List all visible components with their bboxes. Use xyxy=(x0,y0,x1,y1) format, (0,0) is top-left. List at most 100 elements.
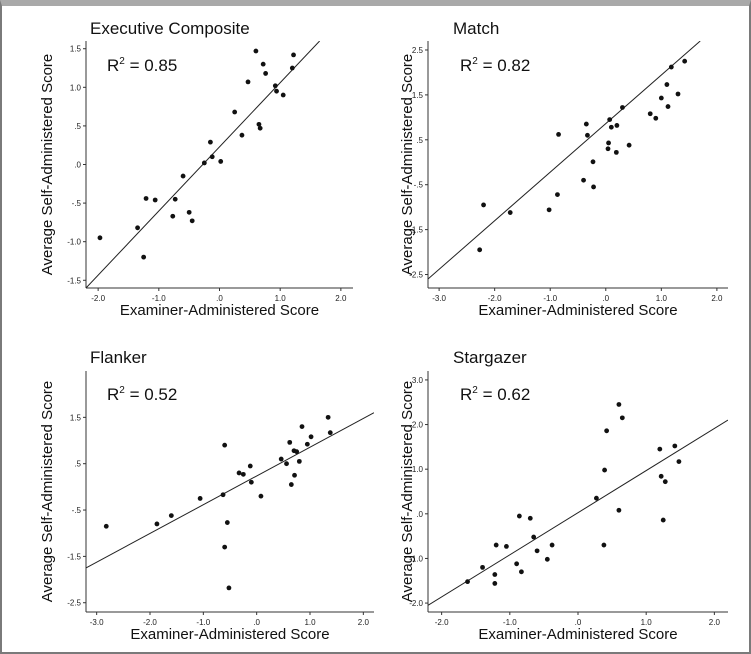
data-point xyxy=(594,495,599,501)
data-point xyxy=(602,467,607,473)
data-point xyxy=(143,196,149,201)
data-point xyxy=(619,415,625,421)
data-point xyxy=(477,247,483,253)
data-point xyxy=(581,177,586,183)
x-tick-label: .0 xyxy=(253,618,260,627)
data-point xyxy=(672,443,678,449)
panel-title: Stargazer xyxy=(453,348,527,367)
y-tick-label: 1.0 xyxy=(412,465,424,474)
data-point xyxy=(152,197,158,203)
data-point xyxy=(294,449,300,455)
data-point xyxy=(590,159,596,165)
chart-panel-3: Flanker -3.0 -2.0 -1.0 .0 1.0 2.0 -2.5 -1.5 -.5 .5… xyxy=(39,348,374,643)
data-point xyxy=(232,109,238,115)
data-point xyxy=(504,543,509,549)
data-point xyxy=(608,124,614,130)
x-tick-label: -1.0 xyxy=(152,294,166,303)
y-tick-label: -.5 xyxy=(414,181,424,190)
r-squared-value: = 0.82 xyxy=(478,56,530,75)
x-tick-label: -3.0 xyxy=(432,294,446,303)
data-point xyxy=(668,64,674,70)
data-point xyxy=(664,82,670,87)
r-squared-value: = 0.85 xyxy=(125,56,177,75)
data-point xyxy=(658,95,664,101)
y-tick-label: 2.5 xyxy=(412,46,424,55)
data-point xyxy=(222,442,228,448)
data-point xyxy=(616,402,622,407)
data-point xyxy=(616,507,622,513)
data-point xyxy=(97,235,103,241)
data-point xyxy=(544,556,550,562)
r-squared-value: = 0.62 xyxy=(478,385,530,404)
data-point xyxy=(154,521,160,527)
x-tick-label: -2.0 xyxy=(143,618,157,627)
y-tick-label: -.5 xyxy=(72,506,82,515)
data-point xyxy=(676,459,682,464)
y-tick-label: -2.5 xyxy=(67,599,81,608)
data-point xyxy=(647,111,653,117)
data-point xyxy=(224,520,230,525)
data-point xyxy=(492,572,498,577)
y-tick-label: 1.5 xyxy=(70,413,82,422)
data-point xyxy=(516,513,522,519)
x-tick-label: 2.0 xyxy=(335,294,347,303)
data-point xyxy=(601,542,607,548)
data-point xyxy=(658,473,664,479)
regression-line xyxy=(428,41,701,280)
data-point xyxy=(492,581,498,586)
data-point xyxy=(614,123,620,128)
y-tick-label: 1.5 xyxy=(412,91,424,100)
data-point xyxy=(556,132,561,137)
data-point xyxy=(209,154,215,160)
data-point xyxy=(605,146,611,152)
y-tick-label: -.5 xyxy=(72,199,82,208)
x-tick-label: -1.0 xyxy=(503,618,517,627)
data-point xyxy=(662,479,668,485)
data-point xyxy=(222,544,228,550)
data-point xyxy=(253,48,259,54)
x-tick-label: 2.0 xyxy=(709,618,721,627)
x-tick-label: .0 xyxy=(216,294,223,303)
data-point xyxy=(263,71,269,76)
data-point xyxy=(465,579,470,585)
data-point xyxy=(585,132,590,138)
data-point xyxy=(189,218,195,224)
data-point xyxy=(248,479,254,485)
x-tick-label: -1.0 xyxy=(196,618,210,627)
x-tick-label: 1.0 xyxy=(275,294,287,303)
x-tick-label: .0 xyxy=(575,618,582,627)
y-tick-label: -1.5 xyxy=(67,552,81,561)
data-point xyxy=(226,585,232,591)
data-point xyxy=(527,515,533,521)
y-axis-label: Average Self-Administered Score xyxy=(39,54,56,276)
data-point xyxy=(170,213,176,219)
data-point xyxy=(299,424,305,430)
r-squared-annotation: R2 = 0.85 xyxy=(107,56,177,75)
x-tick-label: -2.0 xyxy=(91,294,105,303)
data-point xyxy=(284,461,289,467)
x-tick-label: -2.0 xyxy=(435,618,449,627)
data-point xyxy=(534,548,540,554)
data-point xyxy=(280,92,286,98)
data-point xyxy=(325,414,331,420)
data-point xyxy=(304,441,310,447)
data-point xyxy=(180,173,186,179)
data-point xyxy=(613,149,619,155)
panel-title: Match xyxy=(453,19,499,38)
y-tick-label: .0 xyxy=(416,510,423,519)
chart-panel-4: Stargazer -2.0 -1.0 .0 1.0 2.0 -2.0 -1.0 .0 1.0 2.… xyxy=(399,348,728,643)
r-squared-exponent: 2 xyxy=(472,385,478,396)
y-tick-label: -1.5 xyxy=(67,276,81,285)
y-axis-label: Average Self-Administered Score xyxy=(399,381,416,603)
x-tick-label: 2.0 xyxy=(358,618,370,627)
y-tick-label: 1.5 xyxy=(70,45,82,54)
data-point xyxy=(682,58,688,64)
data-point xyxy=(260,61,266,67)
x-axis-label: Examiner-Administered Score xyxy=(478,626,677,643)
y-tick-label: 1.0 xyxy=(70,83,82,92)
x-tick-label: 2.0 xyxy=(711,294,723,303)
data-point xyxy=(272,83,278,89)
data-point xyxy=(278,456,284,462)
panel-title: Flanker xyxy=(90,348,147,367)
data-point xyxy=(135,225,140,231)
